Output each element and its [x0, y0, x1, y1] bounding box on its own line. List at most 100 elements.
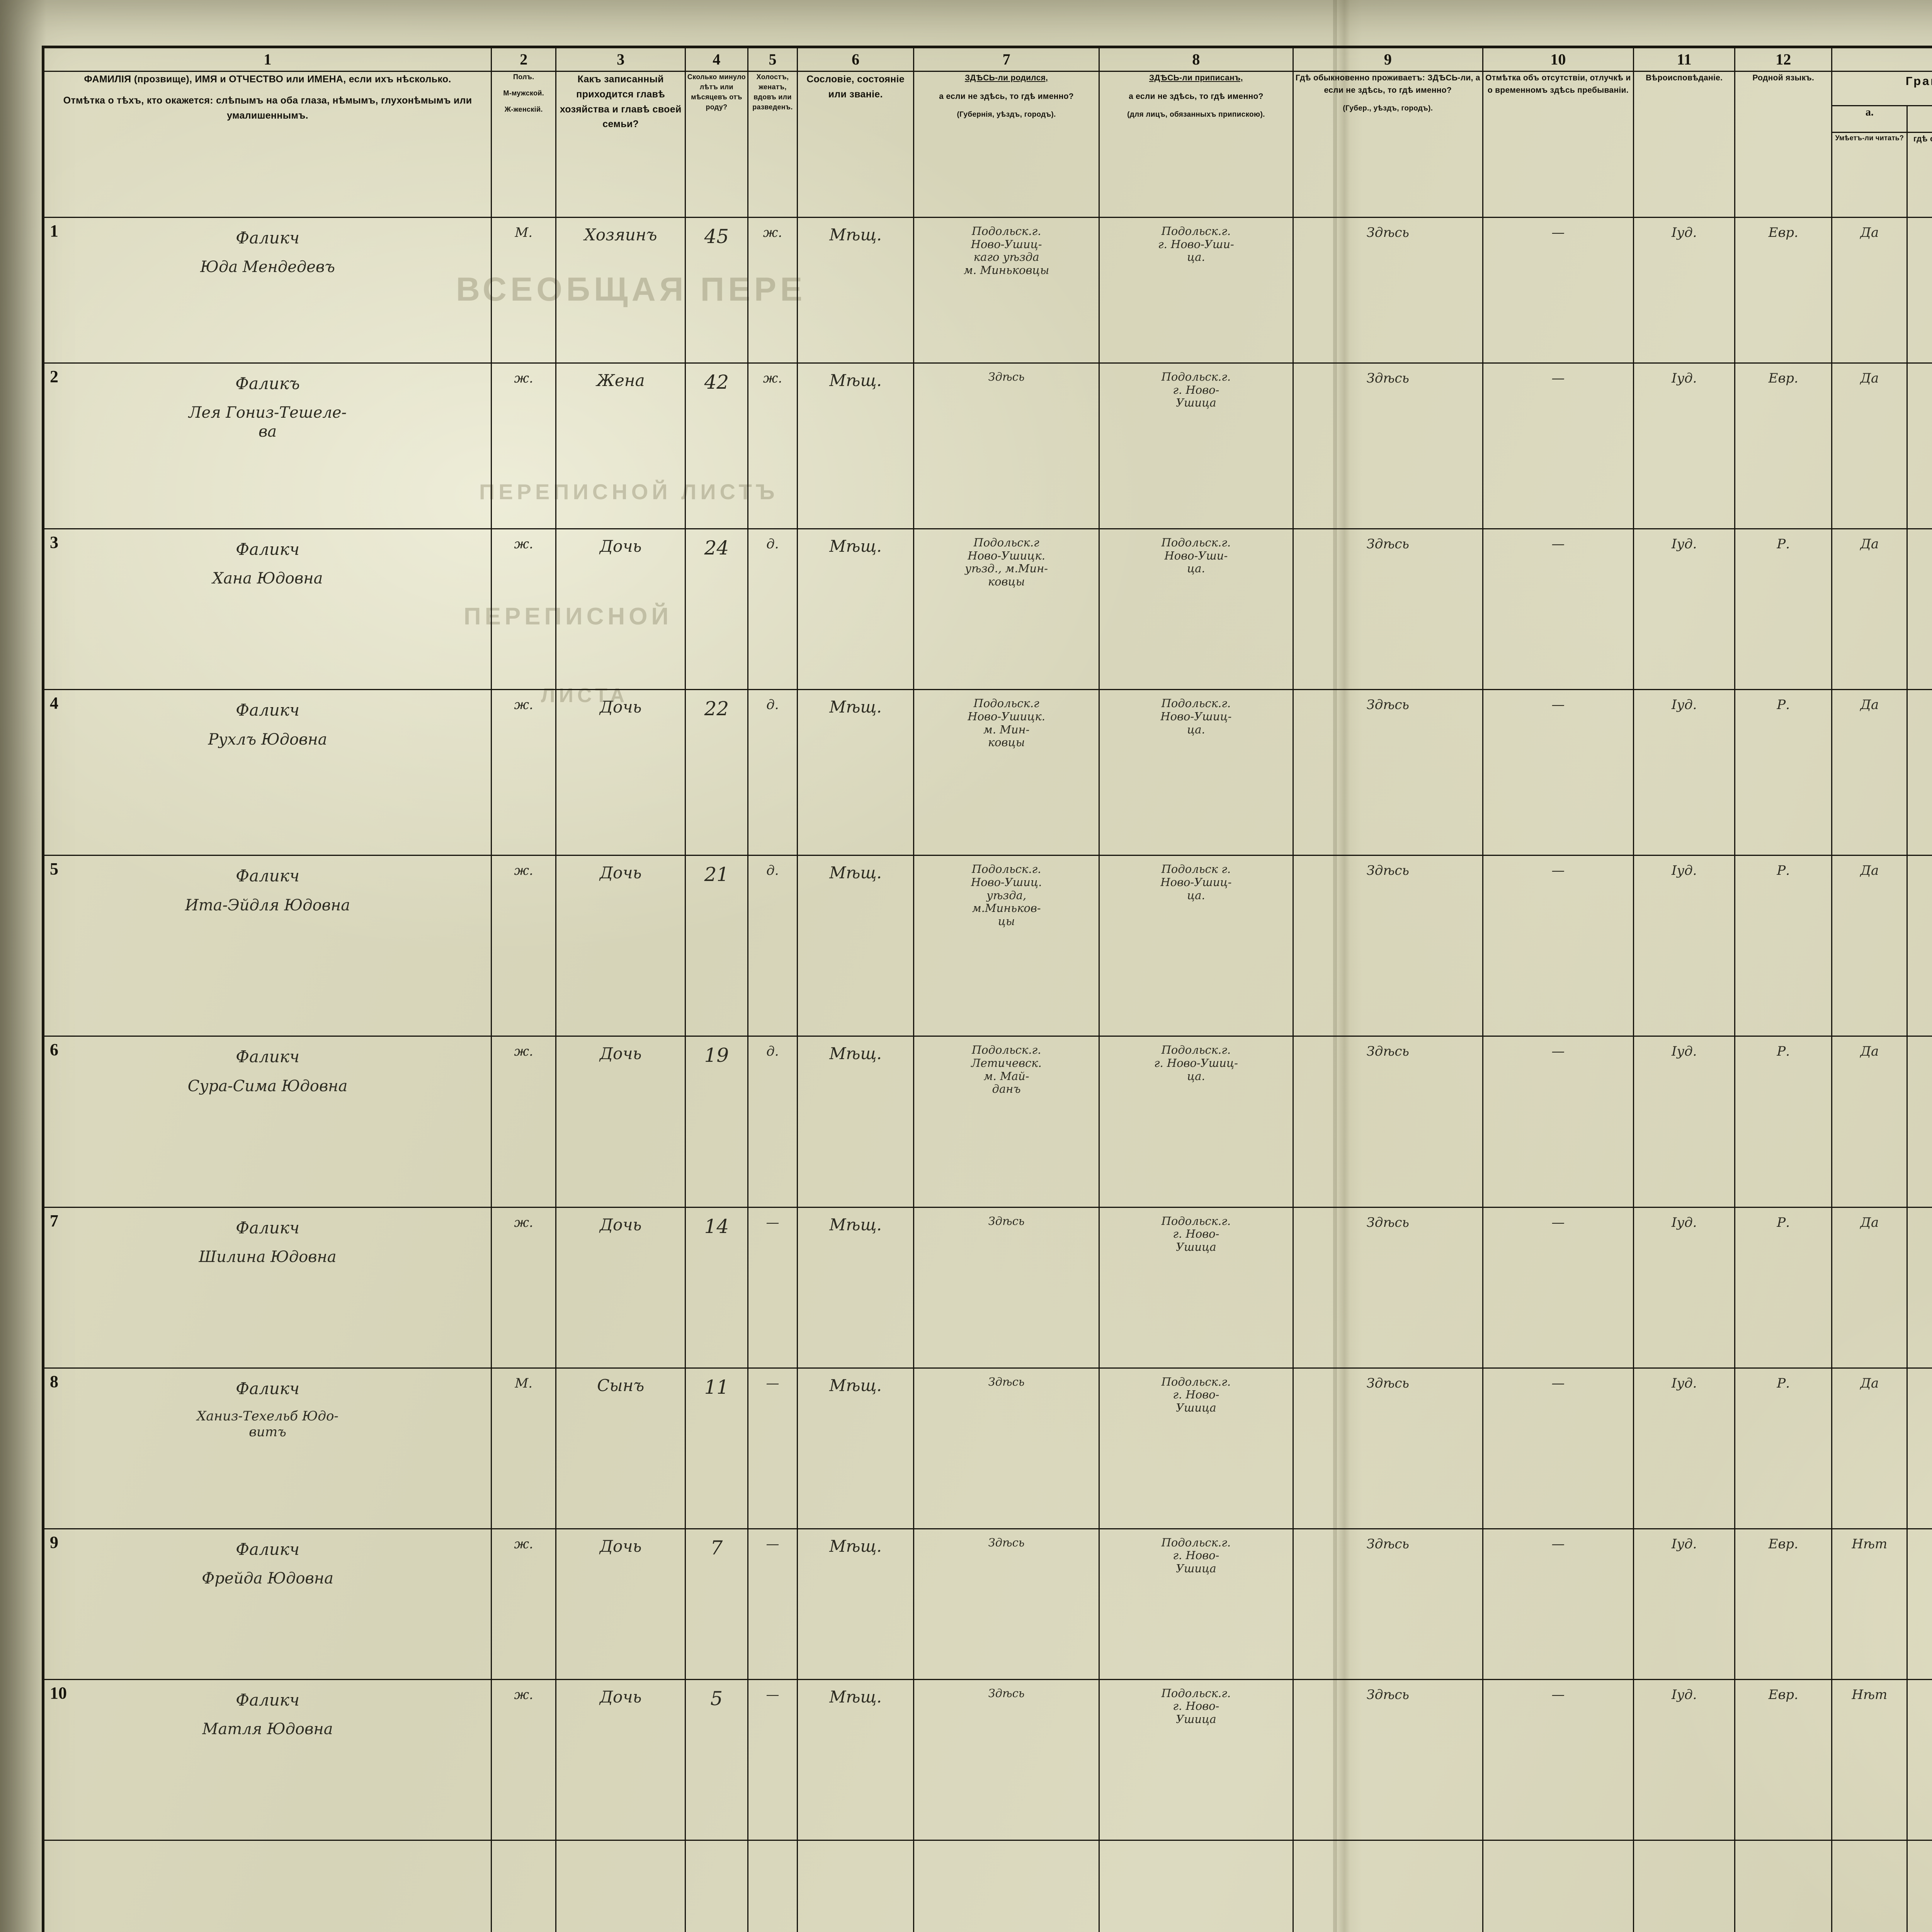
header-col9-main: Гдѣ обыкновенно проживаетъ: ЗДѢСЬ-ли, а … [1295, 73, 1480, 95]
cell-religion-value: Iуд. [1671, 1044, 1697, 1060]
cell-literate: Да [1831, 1206, 1908, 1369]
cell-absence: — [1482, 217, 1634, 364]
cell-marital-value: — [766, 1214, 779, 1230]
cell-residence-value: Здѣсь [1366, 371, 1409, 386]
table-row[interactable]: 10 Фаликч Матля Юдовна ж. Дочь 5 — Мѣщ. Здѣсь Под… [42, 1679, 1932, 1841]
colnum-12: 12 [1734, 46, 1833, 72]
cell-education-value: Дома [1908, 529, 1932, 552]
cell-estate: Мѣщ. [797, 362, 915, 530]
cell-estate-value: Мѣщ. [829, 1376, 882, 1395]
header-col2-title: Полъ. [513, 73, 534, 81]
cell-registered: Подольск.г. г. Ново- Ушица [1098, 1679, 1294, 1841]
person-surname: Фаликч [236, 1218, 299, 1237]
cell-estate-value: Мѣщ. [829, 1536, 882, 1556]
header-col9-note: (Губер., уѣздъ, городъ). [1343, 104, 1433, 112]
cell-relation-value: Сынъ [597, 1376, 645, 1395]
cell-education-value: Дома [1908, 1208, 1932, 1231]
cell-residence-value: Здѣсь [1366, 1375, 1409, 1391]
cell-residence: Здѣсь [1292, 1367, 1483, 1529]
cell-birthplace-value: Подольск.г Ново-Ушицк. уѣзд., м.Мин- ков… [965, 536, 1048, 588]
cell-literate: Нѣт [1831, 1528, 1908, 1680]
table-row[interactable]: 3 Фаликч Хана Юдовна ж. Дочь 24 д. Мѣщ. Подольск… [42, 528, 1932, 690]
cell-relation: Дочь [555, 528, 686, 690]
cell-age-value: 19 [704, 1044, 729, 1067]
cell-education: Дома [1906, 528, 1932, 690]
cell-birthplace-value: Подольск.г Ново-Ушицк. м. Мин- ковцы [968, 697, 1045, 749]
cell-religion: Iуд. [1633, 1528, 1736, 1680]
cell-marital: ж. [747, 217, 798, 364]
person-surname: Фаликъ [235, 374, 300, 393]
cell-relation-value: Хозяинъ [584, 225, 657, 245]
cell-residence-value: Здѣсь [1366, 1044, 1409, 1060]
table-row[interactable]: 8 Фаликч Ханиз-Техельб Юдо- витъ М. Сынъ 11 — М… [42, 1367, 1932, 1529]
cell-birthplace: Здѣсь [913, 1528, 1100, 1680]
cell-sex: ж. [491, 1528, 557, 1680]
header-col8-sub: а если не здѣсь, то гдѣ именно? [1129, 92, 1264, 101]
cell-marital: д. [747, 1036, 798, 1208]
cell-language-value: Евр. [1768, 1536, 1798, 1552]
person-given-name: Юда Мендедевъ [200, 258, 335, 276]
cell-registered: Подольск.г. г. Ново- Ушица [1098, 1367, 1294, 1529]
person-name: Фаликч Рухлъ Юдовна [44, 690, 491, 749]
cell-language: Евр. [1734, 362, 1833, 530]
header-col10: Отмѣтка объ отсутствiи, отлучкѣ и о врем… [1482, 70, 1634, 218]
cell-age-value: 7 [710, 1536, 723, 1559]
cell-age: 42 [685, 362, 748, 530]
table-row[interactable]: 4 Фаликч Рухлъ Юдовна ж. Дочь 22 д. Мѣщ. Подольс… [42, 689, 1932, 856]
person-given-name: Сура-Сима Юдовна [187, 1077, 348, 1095]
table-row[interactable]: 5 Фаликч Ита-Эйдля Юдовна ж. Дочь 21 д. Мѣщ. Под… [42, 855, 1932, 1037]
header-col13b: гдѣ обучается, обучался или кончилъ курс… [1906, 131, 1932, 218]
cell-absence-value: — [1551, 1536, 1565, 1552]
table-row[interactable]: 6 Фаликч Сура-Сима Юдовна ж. Дочь 19 д. Мѣщ. Под… [42, 1036, 1932, 1208]
header-col8-main: ЗДѢСЬ-ли приписанъ, [1149, 73, 1243, 82]
subcolumn-header-row: Умѣетъ-ли читать? гдѣ обучается, обучалс… [43, 131, 1932, 218]
cell-education-value: Дома [1908, 1037, 1932, 1060]
cell-estate: Мѣщ. [797, 1206, 915, 1369]
table-row[interactable]: 9 Фаликч Фрейда Юдовна ж. Дочь 7 — Мѣщ. Здѣсь Под… [42, 1528, 1932, 1680]
colnum-8: 8 [1098, 46, 1294, 72]
cell-literate-value: Да [1860, 1375, 1879, 1391]
cell-marital: — [747, 1206, 798, 1369]
cell-marital-value: — [766, 1375, 779, 1391]
cell-absence-value: — [1551, 371, 1565, 386]
cell-literate-value: Да [1860, 536, 1879, 552]
cell-residence: Здѣсь [1292, 362, 1483, 530]
cell-age: 14 [685, 1206, 748, 1369]
cell-name: 6 Фаликч Сура-Сима Юдовна [42, 1036, 492, 1208]
cell-birthplace: Здѣсь [913, 1367, 1100, 1529]
table-row[interactable]: 1 Фаликч Юда Мендедевъ М. Хозяинъ 45 ж. Мѣщ. Под… [42, 217, 1932, 364]
cell-marital-value: д. [766, 863, 779, 879]
cell-literate-value: Да [1860, 863, 1879, 879]
table-row[interactable]: 2 Фаликъ Лея Гониз-Тешеле- ва ж. Жена 42 ж. Мѣщ… [42, 362, 1932, 530]
cell-residence-value: Здѣсь [1366, 1536, 1409, 1552]
person-surname: Фаликч [236, 1379, 299, 1398]
cell-estate: Мѣщ. [797, 1367, 915, 1529]
header-col11: Вѣроисповѣданiе. [1633, 70, 1736, 218]
cell-language-value: Евр. [1768, 225, 1798, 241]
cell-education-value: Дома [1908, 690, 1932, 713]
header-col5: Холостъ, женатъ, вдовъ или разведенъ. [747, 70, 798, 218]
blank-cell [1906, 1839, 1932, 1932]
cell-language: Р. [1734, 855, 1833, 1037]
cell-sex-value: ж. [514, 1687, 533, 1702]
cell-registered: Подольск.г. г. Ново-Ушиц- ца. [1098, 1036, 1294, 1208]
person-given-name: Ханиз-Техельб Юдо- витъ [197, 1408, 338, 1440]
cell-name: 8 Фаликч Ханиз-Техельб Юдо- витъ [42, 1367, 492, 1529]
cell-literate-value: Да [1860, 1214, 1879, 1230]
cell-residence: Здѣсь [1292, 217, 1483, 364]
colnum-5: 5 [747, 46, 798, 72]
colnum-13: 13 [1831, 46, 1932, 72]
table-row[interactable]: 7 Фаликч Шилина Юдовна ж. Дочь 14 — Мѣщ. Здѣсь По… [42, 1206, 1932, 1369]
cell-absence: — [1482, 1679, 1634, 1841]
cell-registered-value: Подольск.г. г. Ново-Уши- ца. [1158, 224, 1234, 264]
cell-sex: ж. [491, 362, 557, 530]
cell-registered: Подольск.г. г. Ново- Ушица [1098, 362, 1294, 530]
cell-relation-value: Дочь [600, 697, 642, 717]
cell-relation: Сынъ [555, 1367, 686, 1529]
cell-registered: Подольск.г. г. Ново- Ушица [1098, 1528, 1294, 1680]
cell-relation: Дочь [555, 1528, 686, 1680]
colnum-2: 2 [491, 46, 557, 72]
cell-birthplace-value: Здѣсь [988, 1375, 1025, 1388]
person-name: Фаликч Фрейда Юдовна [44, 1529, 491, 1588]
person-name: Фаликъ Лея Гониз-Тешеле- ва [44, 364, 491, 441]
